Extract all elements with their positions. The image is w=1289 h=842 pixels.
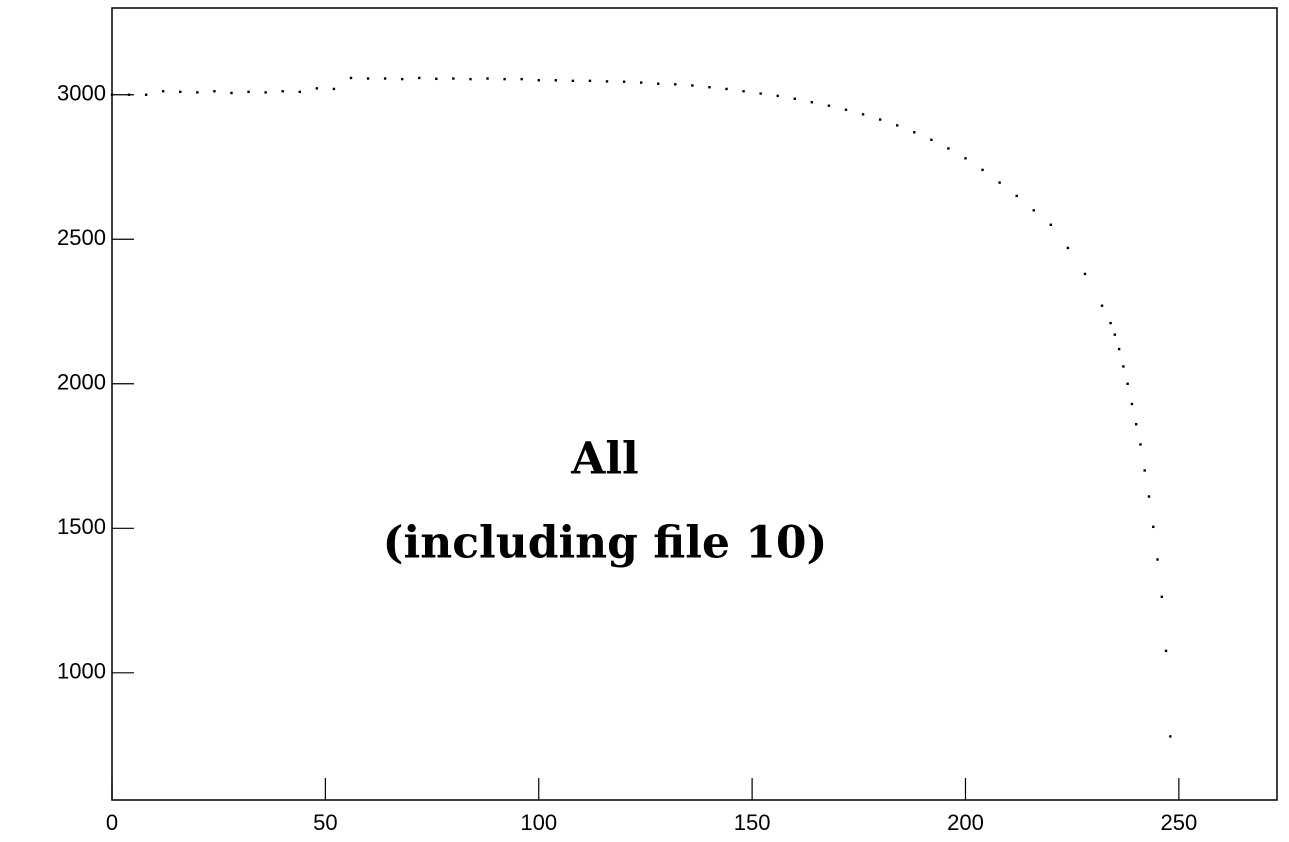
point	[366, 77, 370, 80]
point	[144, 93, 148, 96]
point	[913, 131, 916, 134]
point	[742, 90, 745, 93]
point	[196, 91, 199, 94]
point	[759, 92, 762, 95]
point	[298, 90, 301, 94]
point	[861, 113, 865, 116]
x-tick-label: 100	[520, 810, 557, 835]
point	[264, 91, 267, 94]
x-tick-label: 50	[313, 810, 337, 835]
point	[1134, 423, 1138, 426]
annotation: (including file 10)	[383, 518, 828, 569]
point	[708, 86, 711, 89]
point	[725, 87, 728, 91]
point	[1122, 365, 1125, 368]
point	[383, 77, 387, 80]
point	[247, 90, 250, 94]
point	[1126, 382, 1129, 385]
point	[486, 77, 489, 80]
point	[1117, 347, 1121, 351]
point	[503, 77, 506, 81]
point	[896, 124, 899, 127]
point	[281, 90, 284, 93]
point	[657, 82, 660, 85]
point	[1143, 469, 1146, 472]
y-tick-label: 1500	[57, 514, 106, 539]
point	[776, 94, 779, 98]
point	[1032, 209, 1035, 212]
point	[622, 80, 626, 83]
point	[332, 87, 336, 91]
point	[793, 97, 796, 100]
x-tick-label: 250	[1160, 810, 1197, 835]
point	[537, 79, 540, 82]
point	[400, 77, 404, 81]
point	[110, 93, 114, 96]
x-tick-label: 150	[734, 810, 771, 835]
point	[1160, 595, 1163, 598]
point	[1169, 735, 1172, 738]
point	[162, 90, 165, 93]
point	[639, 81, 643, 84]
point	[981, 168, 984, 172]
x-tick-label: 0	[106, 810, 118, 835]
point	[1049, 223, 1053, 226]
point	[1152, 525, 1155, 529]
point	[349, 76, 353, 80]
point	[1147, 495, 1151, 498]
point	[605, 80, 609, 83]
point	[230, 91, 233, 95]
y-tick-label: 2500	[57, 225, 106, 250]
point	[588, 79, 592, 83]
point	[435, 77, 438, 81]
point	[810, 101, 814, 104]
point	[1109, 321, 1112, 325]
point	[998, 181, 1001, 184]
point	[674, 83, 677, 86]
y-tick-label: 3000	[57, 81, 106, 106]
point	[179, 90, 182, 94]
point	[554, 79, 558, 82]
plot-frame	[111, 7, 1278, 801]
point	[1066, 246, 1070, 250]
point	[1113, 333, 1117, 336]
y-tick-label: 1000	[57, 659, 106, 684]
point	[691, 84, 694, 87]
x-tick-label: 200	[947, 810, 984, 835]
point	[213, 90, 216, 93]
point	[947, 147, 950, 150]
point	[964, 157, 967, 160]
point	[1130, 402, 1134, 406]
point	[930, 138, 933, 142]
point	[878, 118, 882, 121]
point	[844, 108, 848, 111]
point	[452, 77, 455, 80]
point	[315, 87, 319, 90]
y-tick-label: 2000	[57, 370, 106, 395]
point	[1164, 649, 1168, 653]
point	[1156, 558, 1159, 561]
point	[418, 76, 421, 80]
point	[127, 93, 131, 96]
point	[1100, 304, 1104, 307]
point	[469, 77, 472, 81]
point	[520, 77, 523, 81]
point	[1139, 443, 1142, 446]
point	[1015, 194, 1018, 198]
point	[1083, 272, 1087, 276]
point	[827, 104, 831, 107]
point	[571, 79, 575, 83]
annotation: All	[570, 434, 639, 485]
